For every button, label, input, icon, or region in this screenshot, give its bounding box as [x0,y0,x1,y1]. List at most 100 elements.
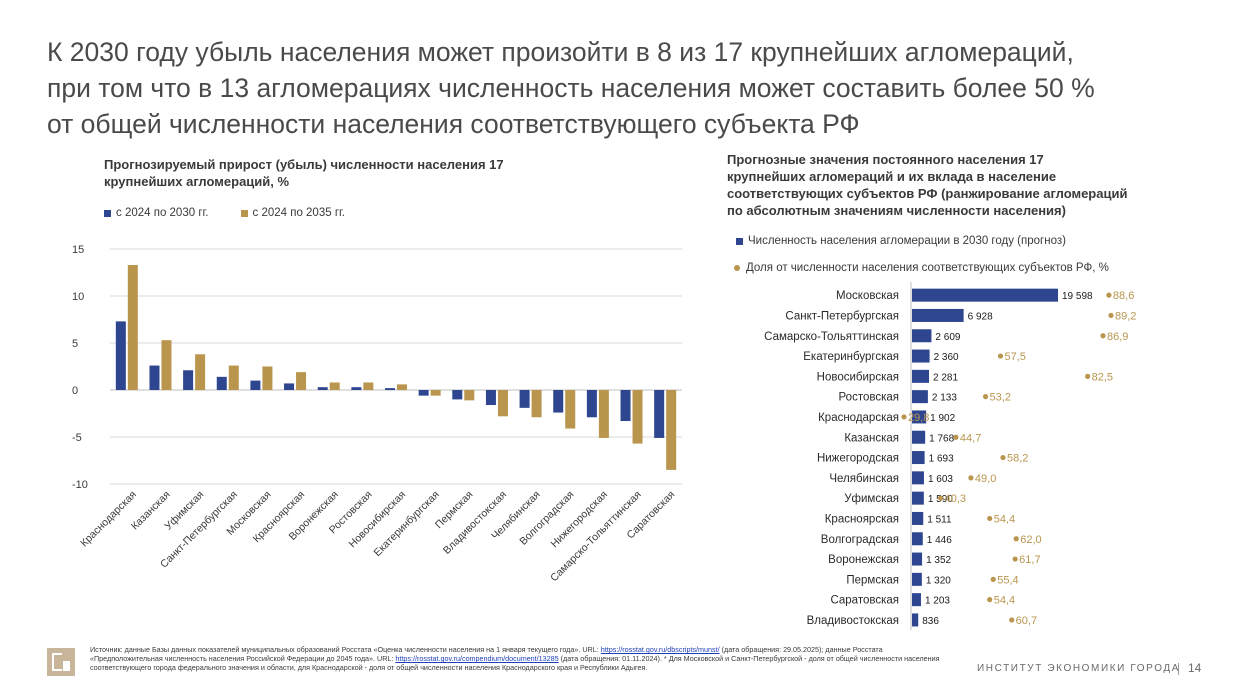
y-tick-label: -5 [72,432,82,444]
population-bar [912,613,919,627]
population-bar [912,572,922,586]
bar-2030 [183,370,194,390]
left-chart-title-line: Прогнозируемый прирост (убыль) численнос… [104,157,504,172]
y-tick-label: 10 [72,291,84,303]
bar-2035 [161,340,172,390]
x-tick-label: Краснодарская [78,489,139,550]
category-label: Казанская [844,432,899,444]
legend-swatch-2030 [104,209,111,217]
y-tick-label: -10 [72,479,88,491]
share-dot [1000,454,1006,461]
population-bar [912,390,928,404]
category-label: Саратовская [830,595,899,607]
population-label: 2 133 [932,393,957,404]
footer-separator [1178,663,1179,675]
share-label: 62,0 [1020,534,1041,546]
share-dot [1100,333,1106,339]
population-bar [912,491,924,505]
bar-2035 [666,390,677,470]
population-bar [912,349,930,363]
bar-2035 [464,390,475,401]
population-bar [912,308,964,322]
bar-2030 [553,390,564,413]
share-label: 58,2 [1007,453,1028,465]
population-label: 1 511 [927,514,952,525]
legend-swatch-2035 [240,209,248,217]
source-text: (дата обращения: 29.05.2025); данные Рос… [90,645,883,663]
slide-title-line: от общей численности населения соответст… [47,109,860,139]
slide-title: К 2030 году убыль населения может произо… [47,34,1207,142]
y-tick-label: 15 [72,244,84,256]
share-dot [937,495,944,501]
share-label: 82,5 [1092,371,1113,383]
bar-2030 [418,390,429,396]
category-label: Уфимская [844,493,899,505]
category-label: Пермская [846,574,899,586]
category-label: Краснодарская [818,412,899,424]
category-label: Красноярская [825,513,899,525]
right-bar-chart: Московская 19 598 88,6 Санкт-Петербургская 6… [764,282,1136,630]
category-label: Санкт-Петербургская [785,310,899,322]
bar-2030 [620,390,631,422]
population-bar [912,593,921,607]
bar-2035 [598,390,609,438]
bar-2035 [195,354,206,390]
legend-swatch-population [736,237,743,245]
category-label: Ростовская [839,392,899,404]
bar-2030 [115,321,126,390]
category-label: Волгоградская [821,534,899,546]
left-chart-title: Прогнозируемый прирост (убыль) численнос… [104,156,664,190]
source-link-compendium[interactable]: https://rosstat.gov.ru/compendium/docume… [395,654,559,663]
y-tick-label: 5 [72,338,78,350]
population-bar [912,451,925,465]
org-name: ИНСТИТУТ ЭКОНОМИКИ ГОРОДА [977,663,1181,674]
share-label: 57,5 [1005,351,1026,363]
population-label: 1 352 [926,555,951,566]
right-chart-title-line: по абсолютным значениям численности насе… [727,203,1066,218]
bar-2030 [452,390,463,400]
bar-2035 [565,390,576,429]
share-dot [1009,617,1015,623]
bar-2030 [317,387,328,390]
source-link-munst[interactable]: https://rosstat.gov.ru/dbscripts/munst/ [600,645,720,654]
bar-2035 [329,382,340,390]
bar-2035 [632,390,643,444]
share-dot [990,576,996,582]
bar-2035 [497,390,508,417]
bar-2030 [284,383,295,390]
bar-2030 [216,376,227,390]
bar-2030 [385,388,395,390]
population-label: 2 609 [935,332,960,343]
population-bar [912,471,924,485]
share-label: 88,6 [1113,290,1134,302]
population-bar [912,430,926,444]
category-label: Воронежская [828,554,899,566]
source-note: Источник: данные Базы данных показателей… [90,645,950,672]
slide-title-line: при том что в 13 агломерациях численност… [47,73,1095,103]
population-label: 2 360 [934,352,959,363]
legend-label-population: Численность населения агломерации в 2030… [748,235,1066,247]
legend-label-2030: с 2024 по 2030 гг. [116,207,209,219]
left-legend: с 2024 по 2030 гг. с 2024 по 2035 гг. [104,207,345,219]
population-label: 836 [922,616,939,627]
population-bar [912,369,929,383]
share-dot [901,414,907,420]
share-dot [1013,536,1019,542]
right-chart-title: Прогнозные значения постоянного населени… [727,151,1227,219]
category-label: Нижегородская [817,453,899,465]
category-label: Самарско-Тольяттинская [764,331,899,343]
population-label: 2 281 [933,372,958,383]
bar-2030 [519,390,530,408]
bar-2035 [397,384,407,390]
category-label: Новосибирская [817,371,899,383]
right-chart-title-line: крупнейших агломераций и их вклада в нас… [727,169,1057,184]
bar-2035 [430,390,441,396]
bar-2035 [363,382,374,390]
share-label: 29,8 [908,412,929,424]
population-bar [912,532,923,546]
share-label: 55,4 [997,574,1018,586]
bar-2035 [296,372,307,390]
share-label: 40,3 [945,493,966,505]
population-bar [912,410,927,424]
right-chart-title-line: Прогнозные значения постоянного населени… [727,152,1044,167]
